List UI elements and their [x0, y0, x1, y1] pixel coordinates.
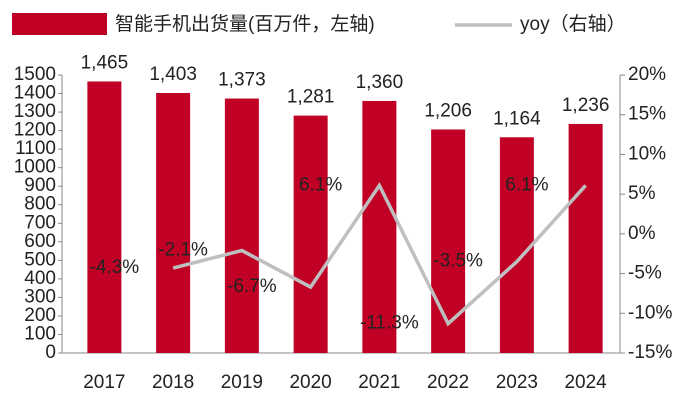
x-tick-label: 2017 [83, 372, 125, 393]
y-tick-label: 1000 [14, 157, 56, 178]
line-label: -2.1% [158, 240, 208, 261]
x-tick-label: 2021 [358, 372, 400, 393]
y-tick-label: 600 [24, 231, 56, 252]
bar [224, 98, 259, 354]
line-label: -3.5% [433, 251, 483, 272]
bar-label: 1,465 [81, 53, 129, 74]
y-tick-label: 1400 [14, 83, 56, 104]
bar [431, 129, 466, 353]
line-label: 6.1% [505, 174, 548, 195]
y2-tick-label: 10% [628, 143, 666, 164]
y2-tick-label: 0% [628, 223, 656, 244]
legend-swatch [12, 13, 107, 35]
y-tick-label: 400 [24, 268, 56, 289]
x-tick-label: 2023 [496, 372, 538, 393]
y2-tick-label: -15% [628, 342, 672, 363]
y2-tick-label: -5% [628, 263, 662, 284]
y-tick-label: 0 [45, 342, 56, 363]
y-tick-label: 900 [24, 175, 56, 196]
y-tick-label: 100 [24, 323, 56, 344]
y-tick-label: 200 [24, 305, 56, 326]
bar [156, 92, 191, 354]
bar-label: 1,206 [424, 101, 472, 122]
y-tick-label: 1100 [15, 138, 56, 159]
y-tick-label: 700 [24, 212, 56, 233]
y-tick-label: 1500 [14, 64, 56, 85]
y2-tick-label: 5% [628, 183, 656, 204]
x-tick-label: 2022 [427, 372, 469, 393]
x-tick-label: 2024 [564, 372, 607, 393]
y-tick-label: 1300 [14, 101, 56, 122]
x-tick-label: 2019 [221, 372, 263, 393]
x-tick-label: 2018 [152, 372, 194, 393]
bar-label: 1,403 [149, 64, 197, 85]
x-tick-label: 2020 [289, 372, 331, 393]
bar [499, 137, 534, 353]
bar-label: 1,281 [287, 87, 335, 108]
line-label: -6.7% [227, 276, 277, 297]
y-tick-label: 800 [24, 194, 56, 215]
y2-tick-label: 15% [628, 104, 666, 125]
line-label: 6.1% [299, 174, 342, 195]
bar [568, 123, 603, 353]
bar-label: 1,373 [218, 70, 266, 91]
y-tick-label: 300 [24, 286, 56, 307]
bar-label: 1,164 [493, 108, 541, 129]
line-label: -4.3% [90, 257, 140, 278]
line [172, 181, 587, 327]
bar [293, 115, 328, 353]
line-label: -11.3% [360, 313, 419, 334]
bar-label: 1,360 [356, 72, 404, 93]
bar-label: 1,236 [562, 95, 610, 116]
y2-tick-label: -10% [628, 302, 672, 323]
y-tick-label: 500 [24, 249, 56, 270]
legend-label: yoy（右轴） [520, 13, 626, 35]
legend-label: 智能手机出货量(百万件，左轴) [115, 13, 375, 35]
bar [362, 100, 397, 354]
bar [87, 81, 122, 353]
y-tick-label: 1200 [14, 120, 56, 141]
y2-tick-label: 20% [628, 64, 666, 85]
